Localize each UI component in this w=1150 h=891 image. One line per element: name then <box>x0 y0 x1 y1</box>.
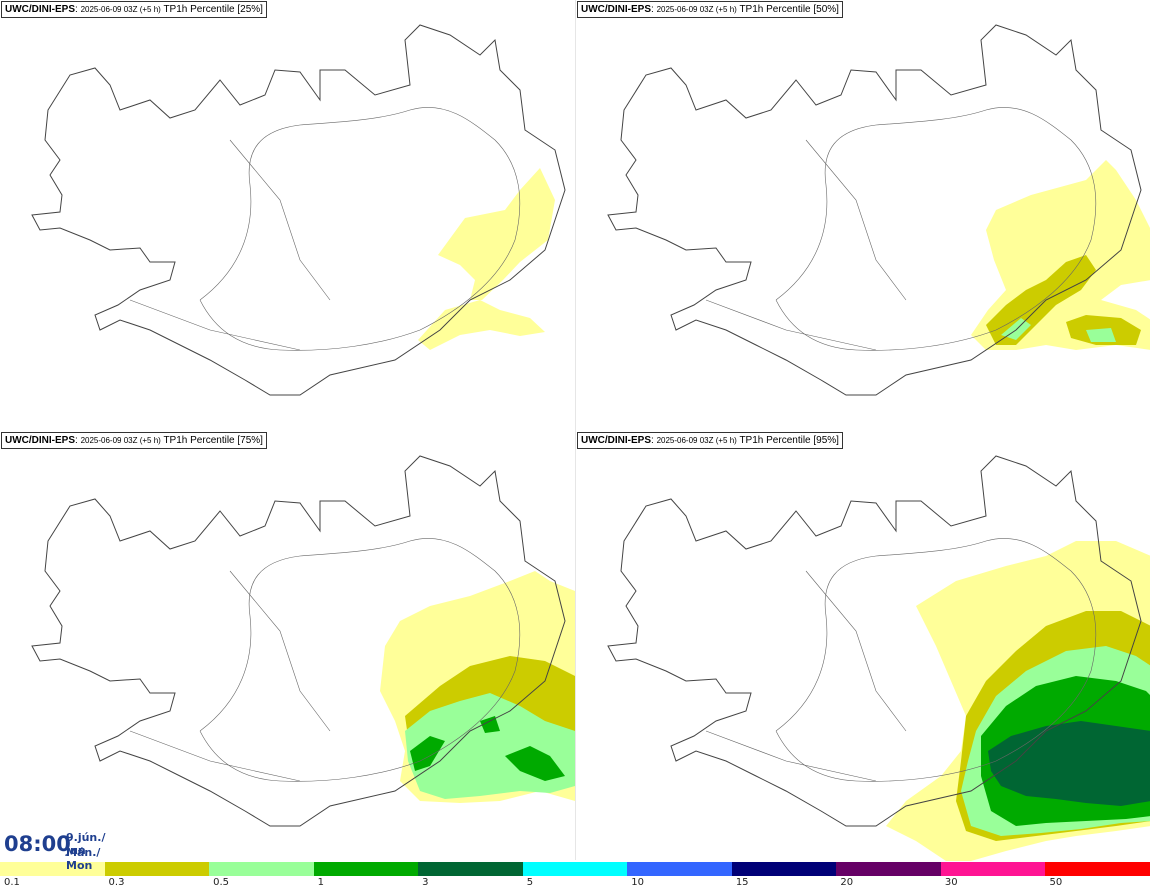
legend-label: 50 <box>1049 877 1063 888</box>
legend-swatch <box>0 862 105 876</box>
map-panel-p50: UWC/DINI-EPS: 2025-06-09 03Z (+5 h) TP1h… <box>576 0 1150 430</box>
map-canvas <box>607 24 1150 396</box>
legend-swatch <box>104 862 210 876</box>
precip-area-yellow <box>418 300 545 350</box>
precip-overlay <box>418 168 555 350</box>
precip-area-light-green <box>1086 328 1116 342</box>
legend-swatch <box>522 862 628 876</box>
coastline <box>607 24 1142 396</box>
legend-label: 15 <box>735 877 749 888</box>
map-panel-p95: UWC/DINI-EPS: 2025-06-09 03Z (+5 h) TP1h… <box>576 431 1150 861</box>
valid-date-line2: Mán./ Mon <box>66 846 101 872</box>
coastline <box>607 455 1142 827</box>
roads <box>705 107 1097 351</box>
roads <box>129 538 521 782</box>
roads <box>129 107 521 351</box>
legend-label: 0.5 <box>213 877 229 888</box>
legend-swatch <box>418 862 524 876</box>
precip-legend: 0.1 0.3 0.5 1 3 5 10 15 20 30 50 <box>0 862 1150 891</box>
legend-label: 1 <box>317 877 324 888</box>
legend-swatch <box>209 862 315 876</box>
precip-area-green <box>410 736 445 771</box>
roads <box>705 538 1097 782</box>
legend-swatch <box>940 862 1046 876</box>
panel-title: UWC/DINI-EPS: 2025-06-09 03Z (+5 h) TP1h… <box>1 1 267 18</box>
panel-divider <box>575 0 576 860</box>
panel-title: UWC/DINI-EPS: 2025-06-09 03Z (+5 h) TP1h… <box>1 432 267 449</box>
map-canvas <box>31 455 575 827</box>
legend-label: 0.1 <box>4 877 20 888</box>
valid-time-box: 08:00 9.jún./ Jun Mán./ Mon <box>0 828 128 872</box>
legend-label: 0.3 <box>108 877 125 888</box>
valid-time: 08:00 <box>4 832 71 856</box>
precip-area-green <box>505 746 565 781</box>
precip-area-yellow <box>438 168 555 300</box>
panel-title: UWC/DINI-EPS: 2025-06-09 03Z (+5 h) TP1h… <box>577 432 843 449</box>
precip-area-olive <box>986 255 1096 345</box>
legend-label: 10 <box>631 877 644 888</box>
legend-swatch <box>313 862 419 876</box>
precip-overlay <box>971 160 1150 350</box>
legend-label: 5 <box>526 877 534 888</box>
coastline <box>31 24 566 396</box>
map-canvas <box>607 455 1150 861</box>
map-panel-p25: UWC/DINI-EPS: 2025-06-09 03Z (+5 h) TP1h… <box>0 0 575 430</box>
legend-swatch <box>836 862 942 876</box>
coastline <box>31 455 566 827</box>
legend-label: 3 <box>422 877 429 888</box>
legend-label: 20 <box>840 877 854 888</box>
map-canvas <box>31 24 566 396</box>
legend-swatch <box>731 862 837 876</box>
legend-swatch <box>1045 862 1150 876</box>
panel-title: UWC/DINI-EPS: 2025-06-09 03Z (+5 h) TP1h… <box>577 1 843 18</box>
precip-overlay <box>886 541 1150 861</box>
precip-overlay <box>380 571 575 803</box>
legend-label: 30 <box>944 877 958 888</box>
valid-date-line1: 9.jún./ Jun <box>66 831 106 857</box>
map-panel-p75: UWC/DINI-EPS: 2025-06-09 03Z (+5 h) TP1h… <box>0 431 575 861</box>
precip-area-green <box>480 716 500 733</box>
legend-swatch <box>627 862 733 876</box>
